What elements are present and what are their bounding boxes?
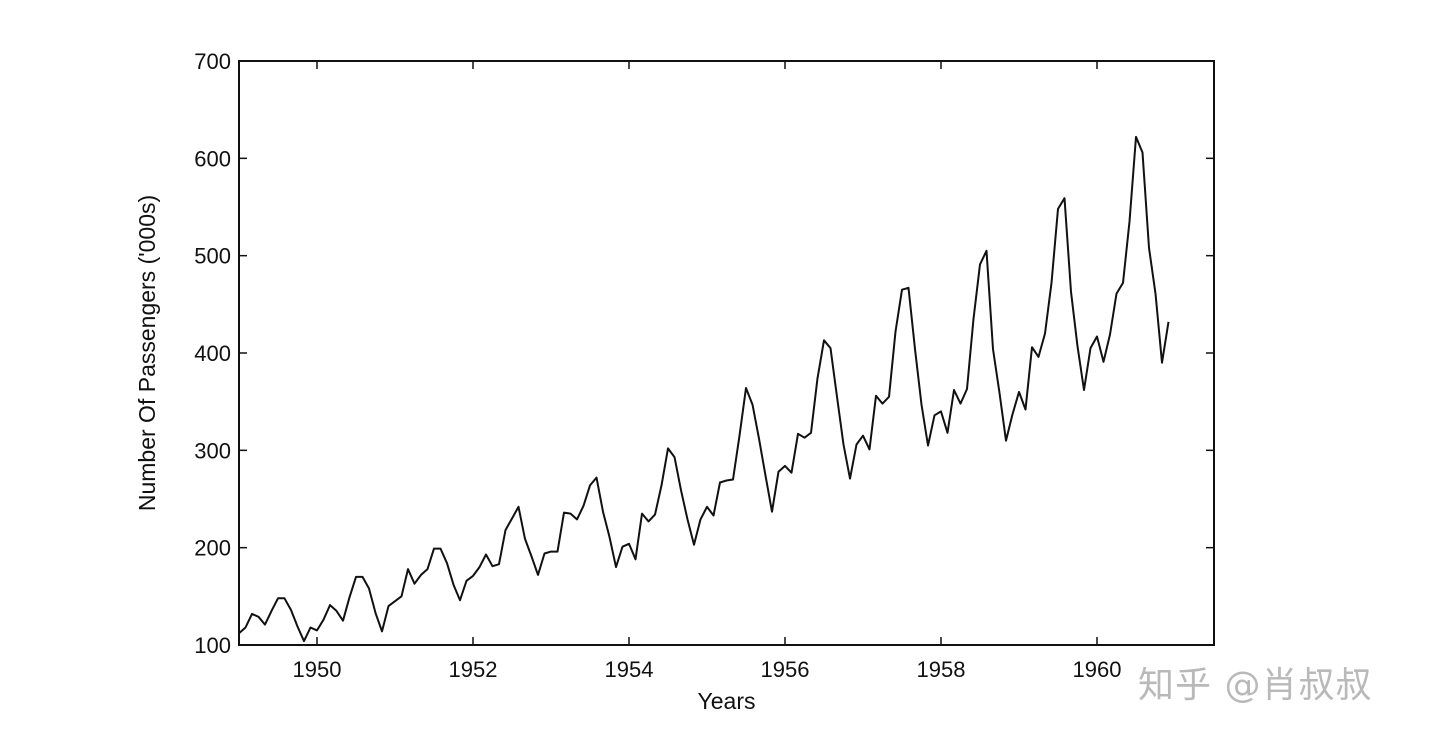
y-tick-label: 300 bbox=[194, 438, 231, 463]
x-tick-label: 1950 bbox=[293, 657, 342, 682]
x-tick-label: 1952 bbox=[449, 657, 498, 682]
y-tick-label: 100 bbox=[194, 633, 231, 658]
y-tick-label: 600 bbox=[194, 146, 231, 171]
x-tick-label: 1954 bbox=[605, 657, 654, 682]
x-tick-label: 1956 bbox=[761, 657, 810, 682]
x-tick-label: 1958 bbox=[917, 657, 966, 682]
x-axis-label: Years bbox=[698, 688, 756, 714]
y-tick-label: 500 bbox=[194, 244, 231, 269]
tick-labels: 1950 1952 1954 1956 1958 1960 100 200 300 400 500 6… bbox=[194, 49, 1121, 682]
y-axis-label: Number Of Passengers ('000s) bbox=[134, 195, 160, 511]
plot-area-frame bbox=[238, 60, 1215, 646]
watermark: 知乎 @肖叔叔 bbox=[1138, 665, 1373, 706]
y-tick-label: 400 bbox=[194, 341, 231, 366]
x-tick-label: 1960 bbox=[1073, 657, 1122, 682]
y-tick-label: 700 bbox=[194, 49, 231, 74]
y-tick-label: 200 bbox=[194, 536, 231, 561]
series-line bbox=[238, 135, 1170, 643]
